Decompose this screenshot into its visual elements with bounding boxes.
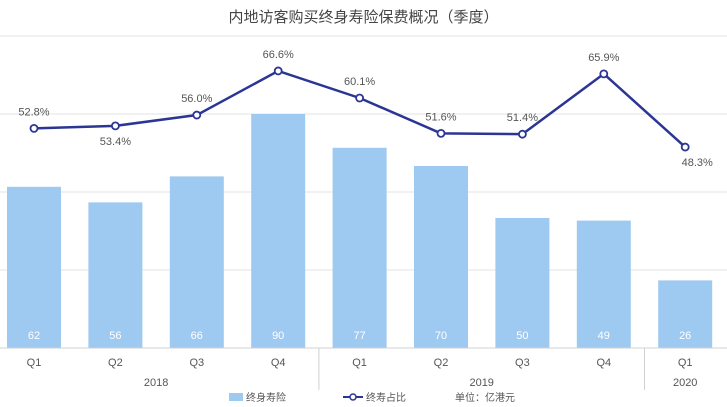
line-data-label: 65.9% [588,52,619,64]
bar [169,176,224,348]
line-data-label: 56.0% [181,93,212,105]
bar [251,114,306,348]
line-point [111,121,120,131]
x-tick-label: Q1 [678,357,693,369]
legend-bar-label: 终身寿险 [246,393,286,404]
line-point [192,110,202,120]
line-data-label: 51.6% [425,111,456,123]
bar [88,202,143,348]
bar-data-label: 50 [516,330,528,342]
x-tick-label: Q3 [515,357,530,369]
bar-data-label: 77 [353,330,365,342]
line-data-label: 51.4% [507,112,538,124]
legend-line-swatch [343,392,363,401]
unit-note: 单位：亿港元 [455,393,515,404]
x-tick-label: Q1 [27,357,42,369]
line-data-label: 53.4% [100,136,131,148]
bar-data-label: 70 [435,330,447,342]
x-tick-label: Q4 [271,357,286,369]
line-data-label: 60.1% [344,76,375,88]
line-point [518,129,527,139]
bar-data-label: 49 [598,330,610,342]
x-group-label: 2020 [673,377,697,389]
line-point [680,142,690,152]
bar-data-label: 26 [679,330,691,342]
bar-data-label: 90 [272,330,284,342]
line-data-label: 66.6% [263,49,294,61]
bar [7,186,61,348]
bar-data-label: 62 [28,330,40,342]
legend-line-label: 终寿占比 [366,393,406,404]
line-point [273,66,283,76]
legend-item-bar: 终身寿险 [229,389,286,404]
bar-data-label: 56 [109,330,121,342]
bar-data-label: 66 [191,330,203,342]
line-data-label: 48.3% [682,157,713,169]
x-group-label: 2019 [469,377,493,389]
x-tick-label: Q2 [434,357,449,369]
line-point [29,123,39,133]
line-point [355,93,365,103]
chart-title: 内地访客购买终身寿险保费概况（季度） [228,8,499,26]
bar [495,218,550,348]
bar [414,166,468,348]
line-point [599,69,609,79]
bar [658,280,713,348]
line-data-label: 52.8% [18,106,49,118]
x-group-label: 2018 [144,377,168,389]
x-tick-label: Q3 [189,357,204,369]
line-point [436,128,446,138]
bar [576,220,631,348]
x-tick-label: Q4 [596,357,611,369]
x-tick-label: Q1 [352,357,367,369]
legend-bar-swatch [229,392,243,401]
legend-item-line: 终寿占比 [343,389,406,404]
x-tick-label: Q2 [108,357,123,369]
bar [332,147,387,348]
